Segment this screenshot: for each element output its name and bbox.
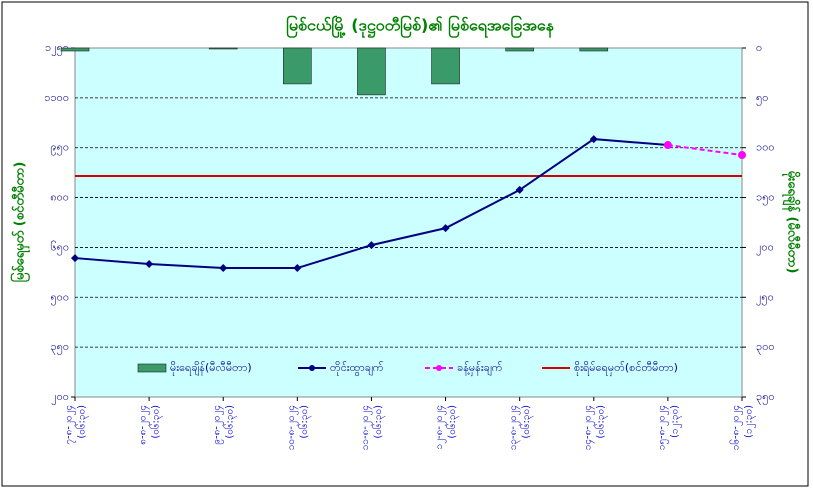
x-tick-text: ၁၆-၈-၂၀၂၄ xyxy=(729,405,744,450)
x-tick-label: ၁၁-၈-၂၀၂၄ (၀၆:၃၀) xyxy=(360,405,386,450)
point xyxy=(367,241,376,250)
y2-tick-label: ၃၀၀ xyxy=(756,340,775,355)
x-tick-text: ၁၃-၈-၂၀၂၄ xyxy=(508,405,521,450)
bar xyxy=(579,47,609,52)
x-tick-label: ၇-၈-၂၀၂၄ (၀၆:၃၀) xyxy=(64,405,90,445)
legend-marker xyxy=(309,365,315,371)
bar xyxy=(208,47,238,50)
x-tick-text: ၇-၈-၂၀၂၄ xyxy=(64,405,77,445)
y2-axis-title: မိုးရေချိန် (မီလီမီတာ) xyxy=(782,171,802,274)
x-tick-text: ၁၁-၈-၂၀၂၄ xyxy=(360,405,373,450)
y2-tick-label: ၁၀၀ xyxy=(756,141,775,154)
x-tick-text: (၀၆:၃၀) xyxy=(223,405,238,439)
x-tick-text: ၁၂-၈-၂၀၂၄ xyxy=(434,405,447,450)
x-tick-text: (၀၆:၃၀) xyxy=(371,405,386,439)
point xyxy=(515,185,524,194)
y-tick-label: ၈၀၀ xyxy=(50,191,69,204)
x-tick-label: ၈-၈-၂၀၂၄ (၀၆:၃၀) xyxy=(138,405,164,445)
legend-swatch xyxy=(137,363,167,373)
y-tick-label: ၅၀၀ xyxy=(50,290,69,305)
point xyxy=(589,135,598,144)
y2-tick-label: ၀ xyxy=(756,41,762,54)
x-tick-label: ၁၆-၈-၂၀၂၄ (၁၂:၃၀) xyxy=(729,405,757,450)
x-tick-text: ၉-၈-၂၀၂၄ xyxy=(212,405,225,445)
x-tick-text: (၀၆:၃၀) xyxy=(593,405,608,439)
plot-area xyxy=(74,47,743,398)
point xyxy=(738,151,746,160)
legend-label: တိုင်းထွာချက် xyxy=(330,361,384,376)
y-tick-label: ၁၁၀၀ xyxy=(44,91,69,104)
point xyxy=(441,224,450,233)
x-tick-text: ၁၅-၈-၂၀၂၄ xyxy=(656,405,669,450)
point xyxy=(663,141,672,150)
x-tick-text: (၀၆:၃၀) xyxy=(445,405,460,439)
bar xyxy=(431,47,460,85)
x-tick-text: (၁၂:၃၀) xyxy=(744,405,757,438)
y2-tick-label: ၁၅၀ xyxy=(756,191,775,206)
x-tick-label: ၁၀-၈-၂၀၂၄ (၀၆:၃၀) xyxy=(286,405,312,450)
y2-tick-label: ၃၅၀ xyxy=(756,390,775,405)
x-tick-text: (၀၆:၃၀) xyxy=(75,405,90,439)
y-tick-label: ၉၅၀ xyxy=(50,141,69,156)
x-tick-text: (၀၆:၃၀) xyxy=(297,405,312,439)
y-tick-label: ၆၅၀ xyxy=(50,240,69,255)
legend-label: မိုးရေချိန်(မီလီမီတာ) xyxy=(170,361,252,376)
x-tick-label: ၁၃-၈-၂၀၂၄ (၀၆:၃၀) xyxy=(508,405,534,450)
x-tick-label: ၁၅-၈-၂၀၂၄ (၁၂:၃၀) xyxy=(656,405,682,450)
y-tick-label: ၃၅၀ xyxy=(50,340,69,355)
legend-label: စိုးရိမ်ရေမှတ်(စင်တီမီတာ) xyxy=(574,361,678,376)
bar xyxy=(283,47,312,85)
y2-tick-label: ၂၅၀ xyxy=(756,290,774,305)
point xyxy=(71,254,79,263)
point xyxy=(145,260,154,269)
y-tick-label: ၂၀၀ xyxy=(51,390,69,405)
legend-marker xyxy=(436,365,442,371)
bar xyxy=(60,47,90,52)
line xyxy=(667,144,743,157)
x-tick-text: ၁၀-၈-၂၀၂၄ xyxy=(286,405,299,450)
bar xyxy=(505,47,534,52)
point xyxy=(219,264,228,273)
y-tick-label: ၁၂၅၀ xyxy=(45,41,69,56)
x-tick-text: (၀၆:၃၀) xyxy=(149,405,164,439)
point xyxy=(293,264,302,273)
x-tick-label: ၁၂-၈-၂၀၂၄ (၀၆:၃၀) xyxy=(434,405,460,450)
x-tick-text: (၀၆:၃၀) xyxy=(519,405,534,439)
y-axis-title: မြစ်ရေမှတ် (စင်တီမီတာ) xyxy=(10,162,31,283)
y2-tick-label: ၅၀ xyxy=(756,91,768,106)
legend-label: ခန့်မှန်းချက် xyxy=(457,361,503,376)
x-tick-text: (၁၂:၃၀) xyxy=(669,405,682,438)
y2-tick-label: ၂၀၀ xyxy=(756,240,774,255)
x-tick-text: ၁၄-၈-၂၀၂၄ xyxy=(582,405,595,450)
x-tick-label: ၁၄-၈-၂၀၂၄ (၀၆:၃၀) xyxy=(582,405,608,450)
x-tick-label: ၉-၈-၂၀၂၄ (၀၆:၃၀) xyxy=(212,405,238,445)
x-tick-text: ၈-၈-၂၀၂၄ xyxy=(138,405,151,445)
bar xyxy=(357,47,386,96)
